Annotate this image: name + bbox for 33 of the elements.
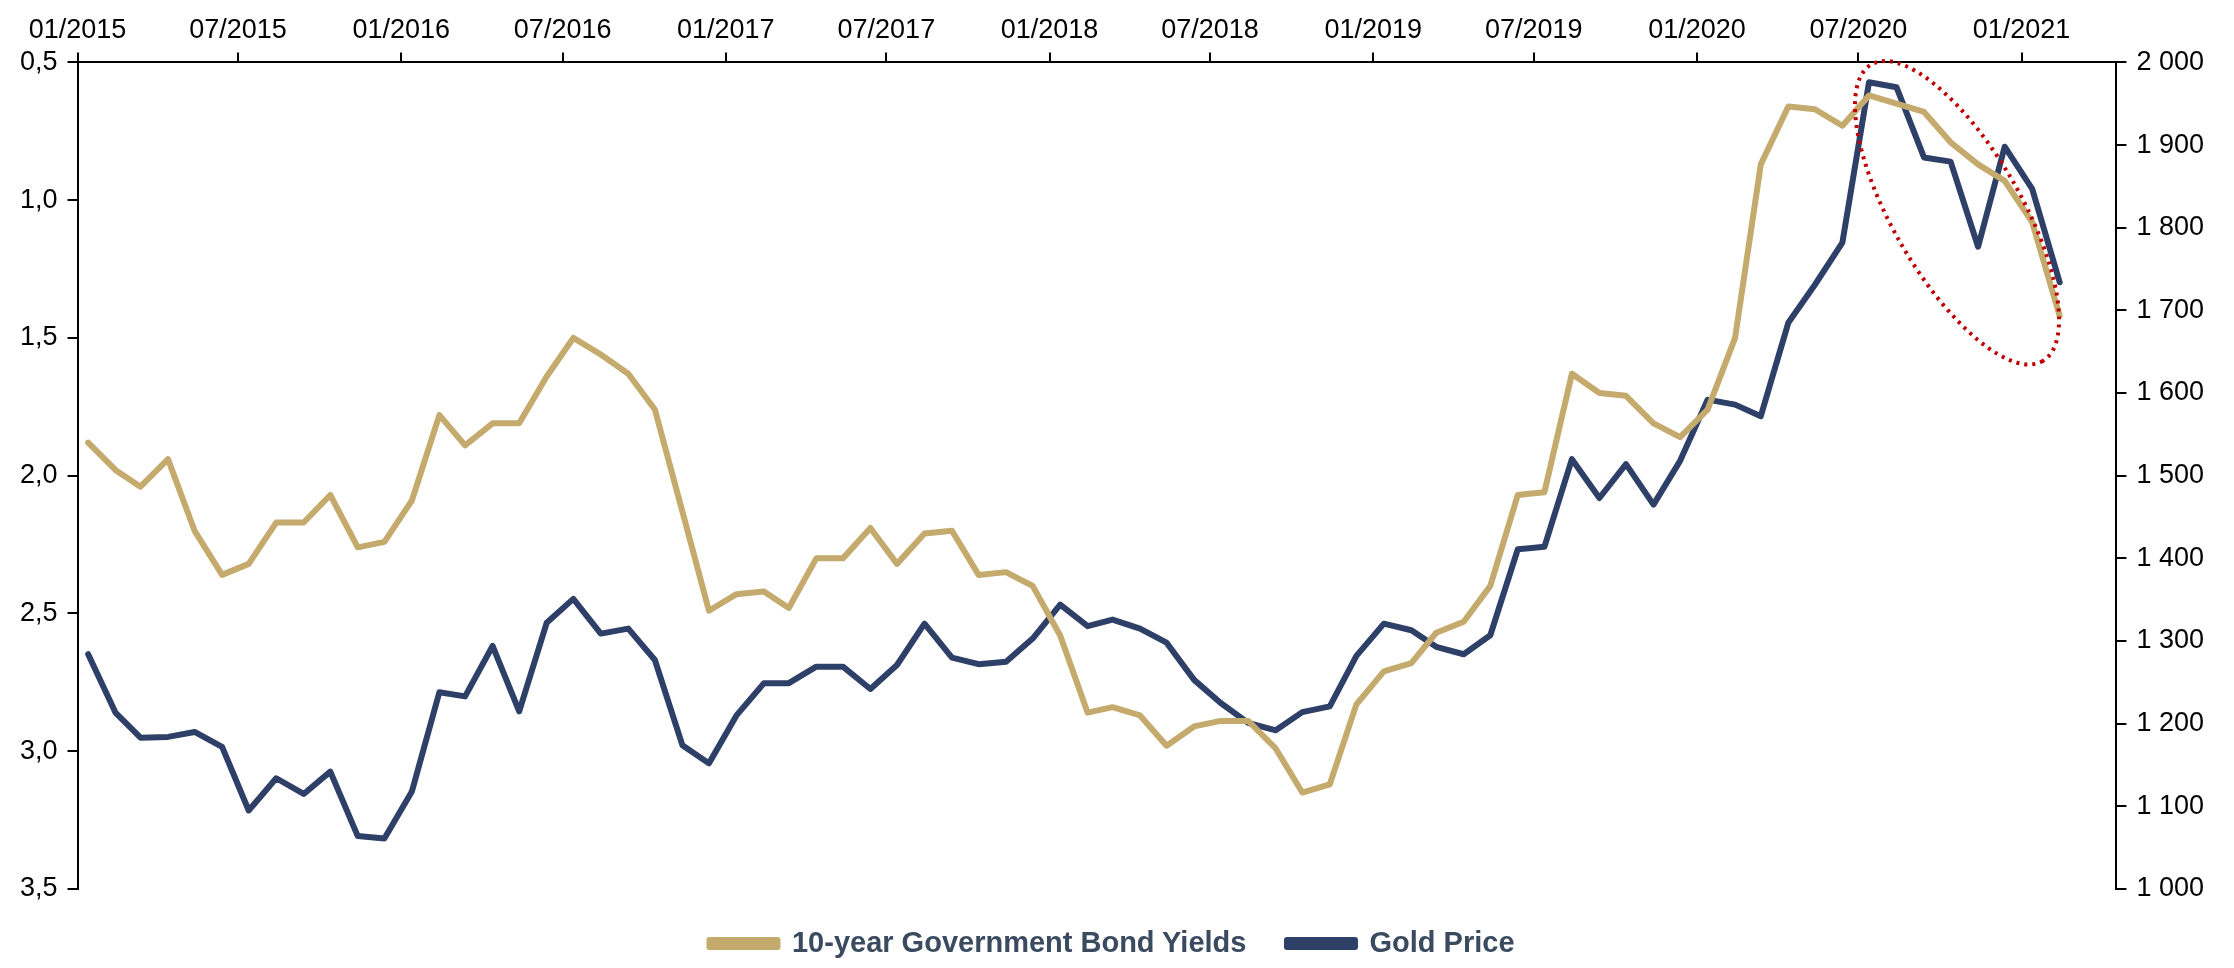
y2-tick-label: 1 700 bbox=[2136, 293, 2205, 324]
x-tick-label: 01/2019 bbox=[1324, 13, 1423, 44]
y-tick-label: 3,0 bbox=[19, 734, 58, 765]
x-tick-label: 01/2017 bbox=[677, 13, 775, 44]
x-tick-label: 07/2016 bbox=[513, 13, 612, 44]
x-tick-label: 01/2021 bbox=[1972, 13, 2071, 44]
y-tick-label: 2,0 bbox=[19, 459, 58, 490]
y2-tick-label: 1 200 bbox=[2136, 707, 2205, 738]
x-tick-label: 01/2015 bbox=[28, 13, 127, 44]
x-tick-label: 01/2016 bbox=[352, 13, 451, 44]
y2-tick-label: 1 000 bbox=[2136, 872, 2205, 903]
x-tick-label: 07/2015 bbox=[189, 13, 287, 44]
legend-label: Gold Price bbox=[1369, 925, 1515, 958]
y2-tick-label: 1 500 bbox=[2136, 459, 2205, 490]
y-tick-label: 1,0 bbox=[19, 183, 58, 214]
y2-tick-label: 1 400 bbox=[2136, 541, 2205, 572]
x-tick-label: 07/2019 bbox=[1484, 13, 1583, 44]
legend-label: 10-year Government Bond Yields bbox=[791, 925, 1247, 958]
y2-tick-label: 1 900 bbox=[2136, 128, 2205, 159]
y2-tick-label: 2 000 bbox=[2136, 45, 2205, 76]
y2-tick-label: 1 800 bbox=[2136, 211, 2205, 242]
x-tick-label: 01/2020 bbox=[1648, 13, 1746, 44]
x-tick-label: 07/2018 bbox=[1161, 13, 1259, 44]
y-tick-label: 2,5 bbox=[19, 596, 58, 627]
y2-tick-label: 1 100 bbox=[2136, 789, 2205, 820]
y-tick-label: 0,5 bbox=[19, 45, 58, 76]
x-tick-label: 01/2018 bbox=[1000, 13, 1099, 44]
y2-tick-label: 1 300 bbox=[2136, 624, 2205, 655]
x-tick-label: 07/2017 bbox=[837, 13, 936, 44]
x-tick-label: 07/2020 bbox=[1809, 13, 1908, 44]
y-tick-label: 3,5 bbox=[19, 872, 58, 903]
y-tick-label: 1,5 bbox=[19, 321, 58, 352]
y2-tick-label: 1 600 bbox=[2136, 376, 2205, 407]
